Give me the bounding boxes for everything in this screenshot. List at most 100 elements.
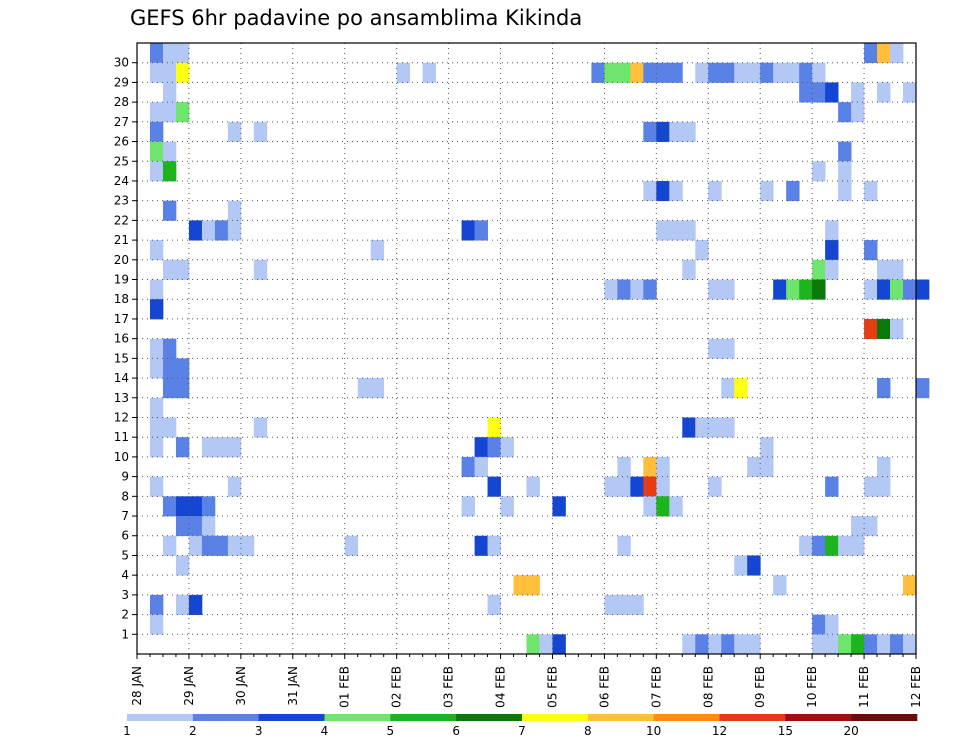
y-tick-label: 21 [114,233,129,247]
legend-label: 12 [712,724,727,738]
y-tick-label: 18 [114,292,129,306]
heatmap-cell [227,200,242,221]
heatmap-cell [591,62,605,83]
heatmap-cell [864,180,878,202]
heatmap-cell [214,535,229,556]
heatmap-cell [370,378,385,399]
heatmap-cell [838,180,852,202]
heatmap-cell [799,535,813,556]
heatmap-cell [214,220,229,241]
heatmap-cell [864,318,878,340]
heatmap-cell [903,279,917,300]
heatmap-cell [721,338,735,359]
heatmap-cell [877,318,891,340]
heatmap-cell [617,62,631,83]
heatmap-cell [162,259,177,280]
heatmap-cell [162,378,177,399]
heatmap-cell [825,614,839,635]
heatmap-cell [708,338,722,359]
heatmap-cell [721,279,735,300]
y-tick-label: 16 [114,332,129,346]
heatmap-cell [643,121,657,142]
heatmap-cell [630,476,644,497]
heatmap-cell [721,417,735,438]
heatmap-cell [864,634,878,655]
heatmap-cell [227,476,242,497]
heatmap-cell [162,417,177,438]
heatmap-cell [487,594,501,615]
y-tick-label: 17 [114,312,129,326]
legend-swatch [587,714,654,721]
heatmap-cell [695,62,709,83]
heatmap-cell [773,575,787,596]
heatmap-cell [474,456,488,478]
legend-swatch [258,714,325,721]
heatmap-cell [825,240,839,261]
legend-swatch [127,714,194,721]
heatmap-cell [812,279,826,300]
heatmap-cell [617,535,631,556]
heatmap-cell [162,200,177,221]
heatmap-cell [760,180,774,202]
y-tick-label: 25 [114,154,129,168]
heatmap-cell [175,43,190,64]
heatmap-cell [786,180,800,202]
heatmap-cell [721,62,735,83]
heatmap-cell [851,102,865,123]
heatmap-cell [188,220,203,241]
y-tick-label: 20 [114,253,129,267]
heatmap-cell [617,594,631,615]
heatmap-cell [877,279,891,300]
heatmap-cell [149,594,164,615]
legend-label: 15 [778,724,793,738]
x-tick-label: 06 FEB [597,666,611,708]
y-tick-label: 6 [121,529,129,543]
heatmap-cell [630,594,644,615]
heatmap-cell [149,614,164,635]
heatmap-cell [773,279,787,300]
heatmap-cell [552,496,566,517]
heatmap-cell [201,535,216,556]
x-tick-label: 09 FEB [753,666,767,708]
legend-swatch [851,714,918,721]
heatmap-cell [201,516,216,537]
heatmap-cell [253,417,268,438]
chart-title: GEFS 6hr padavine po ansamblima Kikinda [130,6,583,30]
y-tick-label: 4 [121,568,129,582]
y-tick-label: 26 [114,135,129,149]
heatmap-cell [526,634,540,655]
y-tick-label: 7 [121,509,129,523]
heatmap-cell [604,279,618,300]
y-tick-label: 27 [114,115,129,129]
heatmap-cell [175,496,190,517]
heatmap-cell [474,535,488,556]
heatmap-cell [474,220,488,241]
heatmap-cell [812,259,826,280]
heatmap-cell [630,62,644,83]
heatmap-cell [708,634,722,655]
heatmap-cell [604,62,618,83]
heatmap-cell [162,62,177,83]
heatmap-cell [682,220,696,241]
heatmap-cell [773,62,787,83]
heatmap-cell [240,535,255,556]
heatmap-cell [227,535,242,556]
heatmap-cell [175,437,190,458]
heatmap-cell [851,535,865,556]
y-tick-label: 9 [121,470,129,484]
heatmap-cell [734,555,748,576]
heatmap-cell [851,82,865,103]
heatmap-cell [188,496,203,517]
heatmap-cell [890,318,904,340]
legend-label: 8 [584,724,592,738]
heatmap-cell [682,121,696,142]
y-tick-label: 14 [114,371,129,385]
heatmap-cell [708,279,722,300]
x-tick-label: 28 JAN [130,666,144,706]
heatmap-cell [786,279,800,300]
heatmap-cell [864,279,878,300]
heatmap-cell [851,634,865,655]
heatmap-cell [175,516,190,537]
heatmap-cell [864,240,878,261]
heatmap-cell [188,516,203,537]
